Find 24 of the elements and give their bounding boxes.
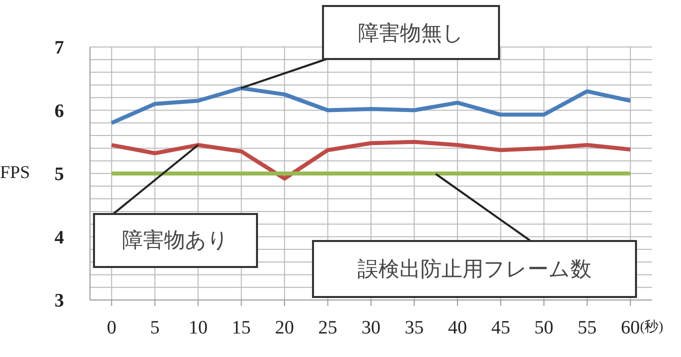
- y-tick-label: 3: [54, 290, 64, 312]
- x-tick-label: 60: [620, 317, 640, 338]
- x-tick-label: 55: [578, 317, 597, 338]
- x-tick-label: 5: [150, 317, 160, 338]
- text: 誤検出防止用フレーム数: [312, 240, 637, 298]
- callout: 誤検出防止用フレーム数: [311, 172, 638, 299]
- callout: 障害物無し: [240, 4, 501, 90]
- x-tick-label: 20: [275, 317, 294, 338]
- y-tick-label: 6: [54, 100, 64, 122]
- x-tick-label: 15: [232, 317, 251, 338]
- x-tick-label: 40: [448, 317, 467, 338]
- x-tick-label: 35: [404, 317, 424, 338]
- x-tick-label: 25: [318, 317, 338, 338]
- x-tick-label: 30: [362, 317, 380, 338]
- x-tick-label: 10: [188, 317, 208, 338]
- y-tick-label: 5: [54, 164, 64, 186]
- callout: 障害物あり: [92, 144, 259, 269]
- x-tick-label: 45: [491, 317, 510, 338]
- x-tick-label: 0: [106, 317, 116, 338]
- y-tick-label: 7: [54, 38, 64, 59]
- y-axis-title: FPS: [0, 162, 30, 182]
- x-axis-title: (秒): [640, 318, 664, 336]
- y-tick-label: 4: [54, 227, 64, 248]
- x-tick-label: 50: [534, 317, 554, 338]
